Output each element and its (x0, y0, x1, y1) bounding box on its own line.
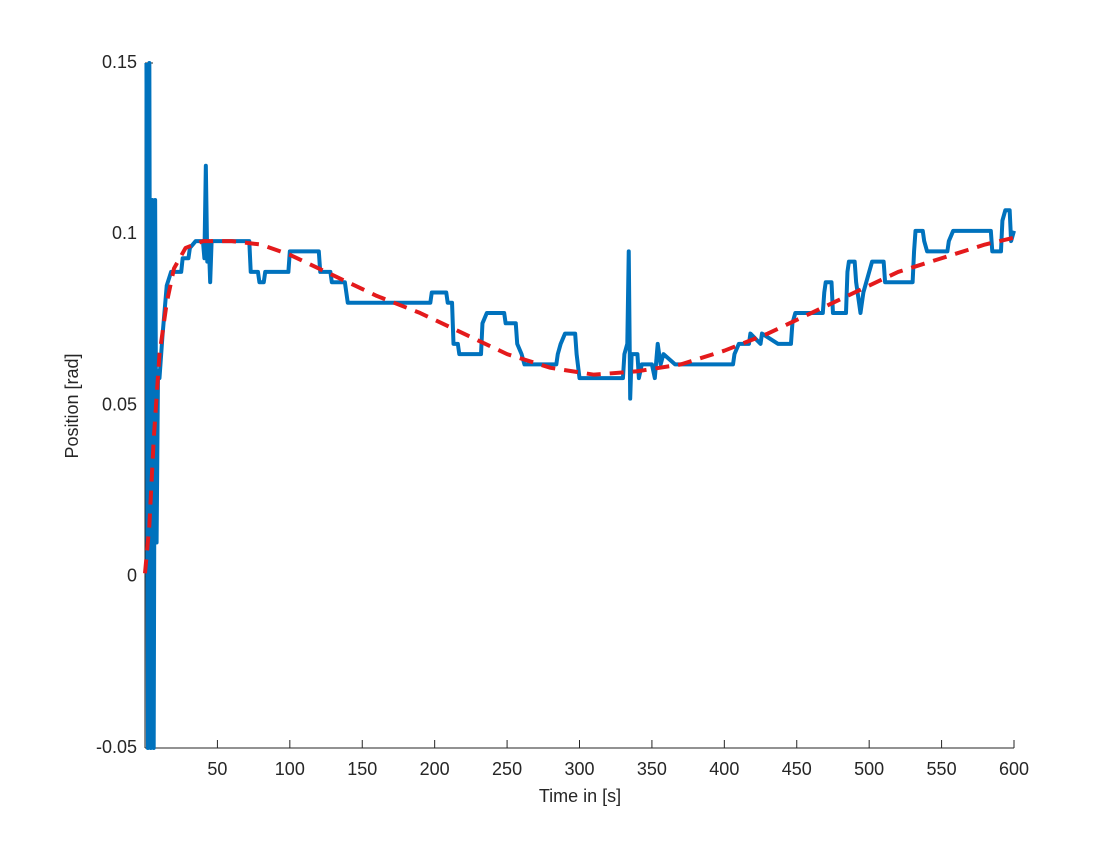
y-tick-label: 0.15 (102, 52, 137, 72)
y-tick-label: 0.05 (102, 394, 137, 414)
data-line (144, 61, 1016, 750)
y-axis-label: Position [rad] (62, 353, 82, 458)
x-tick-label: 500 (854, 759, 884, 779)
x-tick-label: 600 (999, 759, 1029, 779)
x-tick-label: 100 (275, 759, 305, 779)
y-tick-label: -0.05 (96, 737, 137, 757)
x-tick-label: 250 (492, 759, 522, 779)
x-tick-label: 300 (564, 759, 594, 779)
x-tick-label: 450 (782, 759, 812, 779)
x-tick-label: 200 (420, 759, 450, 779)
x-tick-label: 350 (637, 759, 667, 779)
x-tick-label: 550 (927, 759, 957, 779)
x-tick-label: 400 (709, 759, 739, 779)
x-tick-label: 50 (207, 759, 227, 779)
data-line (143, 235, 1015, 574)
y-tick-label: 0 (127, 566, 137, 586)
x-axis-label: Time in [s] (539, 786, 621, 806)
x-tick-label: 150 (347, 759, 377, 779)
y-tick-label: 0.1 (112, 223, 137, 243)
